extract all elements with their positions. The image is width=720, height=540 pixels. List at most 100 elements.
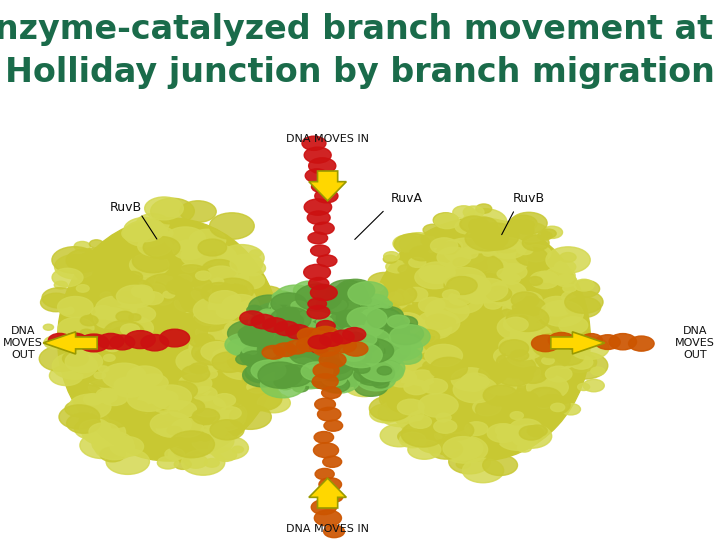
Circle shape [418, 298, 445, 313]
Circle shape [210, 348, 248, 370]
Circle shape [291, 366, 302, 372]
Circle shape [122, 226, 148, 241]
Circle shape [242, 346, 258, 355]
Circle shape [528, 425, 547, 437]
Circle shape [461, 281, 487, 296]
Circle shape [161, 386, 204, 411]
Circle shape [181, 398, 196, 406]
Circle shape [325, 300, 359, 320]
Circle shape [268, 373, 289, 386]
Circle shape [189, 336, 229, 360]
Circle shape [374, 306, 384, 312]
Circle shape [202, 370, 217, 379]
Circle shape [106, 242, 147, 267]
Circle shape [167, 427, 181, 435]
Circle shape [74, 418, 110, 440]
Circle shape [357, 296, 372, 305]
Circle shape [379, 389, 414, 409]
Circle shape [363, 309, 378, 318]
Circle shape [497, 426, 538, 450]
Circle shape [460, 216, 488, 233]
Circle shape [305, 347, 347, 373]
Circle shape [305, 298, 316, 305]
Circle shape [478, 274, 501, 287]
Circle shape [240, 322, 282, 347]
Circle shape [98, 366, 109, 372]
Circle shape [326, 340, 366, 363]
Circle shape [265, 340, 305, 363]
Circle shape [361, 294, 390, 312]
Circle shape [451, 368, 490, 391]
Circle shape [269, 319, 284, 328]
Circle shape [275, 313, 304, 329]
Circle shape [316, 360, 341, 374]
Circle shape [240, 311, 264, 326]
Circle shape [60, 306, 74, 314]
Circle shape [453, 376, 498, 403]
Circle shape [50, 366, 83, 386]
Circle shape [570, 356, 593, 369]
Circle shape [98, 333, 124, 349]
Circle shape [356, 333, 377, 346]
Circle shape [297, 299, 313, 309]
Circle shape [409, 387, 434, 402]
Circle shape [337, 313, 365, 329]
Circle shape [193, 279, 212, 291]
Circle shape [171, 418, 203, 437]
Circle shape [421, 372, 454, 391]
Circle shape [89, 240, 104, 248]
Circle shape [390, 325, 430, 349]
Circle shape [331, 330, 354, 344]
Circle shape [367, 284, 395, 300]
Circle shape [154, 391, 178, 405]
Circle shape [400, 347, 414, 355]
Circle shape [344, 334, 379, 354]
Circle shape [480, 278, 505, 293]
Circle shape [327, 280, 366, 303]
Text: RuvB: RuvB [110, 201, 142, 214]
Circle shape [98, 284, 133, 305]
Circle shape [297, 347, 336, 370]
Circle shape [174, 265, 210, 286]
Circle shape [354, 364, 370, 373]
Circle shape [93, 270, 109, 280]
Circle shape [277, 339, 301, 353]
Circle shape [207, 296, 220, 304]
Circle shape [423, 361, 440, 370]
Circle shape [353, 339, 394, 363]
Circle shape [347, 319, 370, 333]
Circle shape [300, 350, 327, 367]
Circle shape [98, 298, 125, 315]
Circle shape [209, 321, 248, 344]
Circle shape [347, 307, 387, 330]
Circle shape [340, 327, 365, 342]
Circle shape [422, 335, 440, 346]
Circle shape [487, 281, 513, 296]
Circle shape [551, 403, 564, 411]
Circle shape [127, 366, 163, 387]
Circle shape [101, 389, 127, 406]
Circle shape [449, 449, 490, 474]
Circle shape [407, 320, 436, 338]
Circle shape [394, 347, 422, 365]
Circle shape [308, 298, 326, 309]
Circle shape [368, 272, 401, 292]
Circle shape [401, 421, 445, 447]
Circle shape [86, 363, 126, 387]
Circle shape [112, 376, 148, 397]
Circle shape [591, 367, 605, 375]
Circle shape [199, 340, 234, 362]
Circle shape [194, 339, 212, 349]
Circle shape [562, 352, 597, 373]
Circle shape [583, 380, 604, 392]
Circle shape [410, 246, 435, 261]
Circle shape [454, 367, 498, 393]
Circle shape [95, 436, 135, 460]
Circle shape [335, 319, 367, 338]
Circle shape [104, 354, 115, 361]
Circle shape [114, 377, 140, 393]
Circle shape [128, 306, 156, 322]
Circle shape [282, 316, 306, 330]
Circle shape [505, 298, 525, 309]
Circle shape [123, 384, 168, 411]
